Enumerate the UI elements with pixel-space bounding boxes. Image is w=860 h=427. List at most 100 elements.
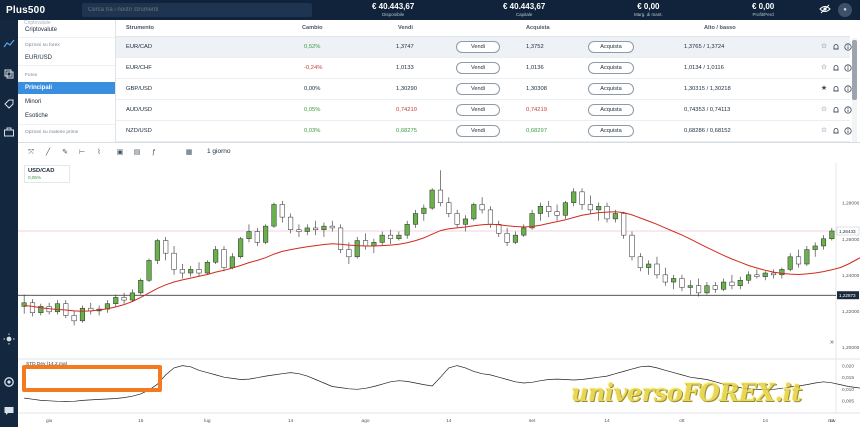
- tag-icon[interactable]: [3, 98, 15, 110]
- legend-instrument: USD/CAD: [28, 168, 55, 174]
- buy-button[interactable]: Acquista: [588, 62, 634, 74]
- star-icon[interactable]: ☆: [820, 106, 828, 113]
- time-axis-label: 15: [138, 418, 144, 424]
- candle: [637, 256, 643, 268]
- watermark: universoFOREX.it: [571, 378, 802, 407]
- period-selector[interactable]: 1 giorno: [207, 148, 231, 155]
- star-icon[interactable]: ☆: [820, 64, 828, 71]
- row-change: 0,00%: [304, 86, 321, 92]
- star-icon[interactable]: ★: [820, 85, 828, 92]
- briefcase-icon[interactable]: [3, 126, 15, 138]
- row-change: 0,05%: [304, 107, 321, 113]
- candle: [596, 206, 602, 211]
- chat-icon[interactable]: [3, 405, 15, 417]
- line-icon[interactable]: ╱: [45, 149, 51, 156]
- buy-button[interactable]: Acquista: [588, 83, 634, 95]
- category-item-minors[interactable]: Minori: [25, 99, 42, 105]
- table-row[interactable]: NZD/USD 0,03% 0,68275 Vendi 0,68297 Acquista 0…: [116, 121, 852, 142]
- eye-off-icon[interactable]: [818, 3, 832, 17]
- calendar-icon[interactable]: ▦: [185, 149, 193, 156]
- candle: [338, 227, 344, 250]
- buy-button[interactable]: Acquista: [588, 41, 634, 53]
- candle: [279, 204, 285, 218]
- sell-button[interactable]: Vendi: [456, 62, 500, 74]
- category-item-exotics[interactable]: Esotiche: [25, 113, 49, 119]
- table-header: Strumento Cambio Vendi Acquista Alto / b…: [116, 20, 850, 37]
- candle: [21, 302, 27, 307]
- candle: [204, 261, 210, 274]
- bell-icon[interactable]: [832, 64, 840, 72]
- star-icon[interactable]: ☆: [820, 43, 828, 50]
- legend-change: 0,05%: [28, 175, 42, 180]
- candle: [188, 269, 194, 274]
- buy-button[interactable]: Acquista: [588, 104, 634, 116]
- time-axis-label: 14: [288, 418, 294, 424]
- candle: [304, 227, 310, 232]
- table-row[interactable]: EUR/CAD 0,52% 1,3747 Vendi 1,3752 Acquista 1,3…: [116, 37, 852, 58]
- candle: [687, 285, 693, 288]
- candle: [771, 272, 777, 276]
- bell-icon[interactable]: [832, 127, 840, 135]
- table-scrollbar[interactable]: [852, 38, 857, 142]
- candle: [213, 249, 219, 263]
- brightness-icon[interactable]: [3, 333, 15, 345]
- info-icon[interactable]: [844, 64, 852, 72]
- candle: [621, 213, 627, 236]
- info-icon[interactable]: [844, 127, 852, 135]
- category-item-eurusd-options[interactable]: EUR/USD: [25, 55, 53, 61]
- current-price-label: 1,26433: [839, 229, 856, 234]
- candle: [146, 260, 152, 281]
- bell-icon[interactable]: [832, 43, 840, 51]
- sell-button[interactable]: Vendi: [456, 104, 500, 116]
- candle: [554, 211, 560, 216]
- table-row[interactable]: AUD/USD 0,05% 0,74210 Vendi 0,74219 Acquista 0…: [116, 100, 852, 121]
- bell-icon[interactable]: [832, 106, 840, 114]
- info-icon[interactable]: [844, 85, 852, 93]
- time-axis-label: nov: [828, 419, 836, 424]
- crosshair-icon[interactable]: ⤧: [28, 149, 34, 156]
- std-axis-label: 0,020: [842, 364, 854, 370]
- row-sell-price: 1,0133: [396, 65, 414, 71]
- range-icon[interactable]: ⊢: [78, 149, 86, 156]
- buy-button[interactable]: Acquista: [588, 125, 634, 137]
- stat-equity: € 40.443,67 Capitale: [503, 2, 546, 17]
- profile-icon[interactable]: ●: [838, 3, 852, 17]
- pencil-icon[interactable]: ✎: [62, 149, 68, 156]
- function-icon[interactable]: ƒ: [152, 149, 156, 156]
- expand-icon[interactable]: »: [830, 339, 834, 346]
- candle: [629, 234, 635, 258]
- search-input[interactable]: [82, 3, 312, 17]
- candle: [271, 204, 277, 227]
- row-instrument: AUD/USD: [126, 107, 153, 113]
- price-chart[interactable]: 1,28000 1,26000 1,24000 1,22000 1,20000 0,020…: [18, 143, 860, 427]
- star-icon[interactable]: ☆: [820, 127, 828, 134]
- row-high-low: 0,74353 / 0,74113: [684, 107, 731, 113]
- candle: [571, 191, 577, 203]
- candle: [121, 297, 127, 301]
- table-row[interactable]: GBP/USD 0,00% 1,30290 Vendi 1,30308 Acquista 1…: [116, 79, 852, 100]
- sell-button[interactable]: Vendi: [456, 83, 500, 95]
- candle: [671, 278, 677, 283]
- layout-icon[interactable]: ▤: [133, 149, 141, 156]
- candle: [263, 225, 269, 243]
- candle: [479, 204, 485, 211]
- current-price-tag: [836, 226, 860, 236]
- candle: [662, 274, 668, 283]
- info-icon[interactable]: [844, 43, 852, 51]
- category-item-majors[interactable]: Principali: [18, 82, 115, 94]
- sell-button[interactable]: Vendi: [456, 41, 500, 53]
- candle: [138, 279, 144, 294]
- category-item-crypto[interactable]: Criptovalute: [25, 27, 58, 33]
- table-row[interactable]: EUR/CHF -0,24% 1,0133 Vendi 1,0136 Acquista 1,…: [116, 58, 852, 79]
- save-icon[interactable]: ▣: [116, 149, 124, 156]
- settings-icon[interactable]: [3, 376, 15, 388]
- candle: [704, 285, 710, 294]
- sell-button[interactable]: Vendi: [456, 125, 500, 137]
- stat-available: € 40.443,67 Disponibile: [372, 2, 415, 17]
- row-change: 0,52%: [304, 44, 321, 50]
- info-icon[interactable]: [844, 106, 852, 114]
- exchange-icon[interactable]: [3, 68, 15, 80]
- bell-icon[interactable]: [832, 85, 840, 93]
- chart-icon[interactable]: [3, 38, 15, 50]
- zigzag-icon[interactable]: ⌇: [97, 149, 101, 156]
